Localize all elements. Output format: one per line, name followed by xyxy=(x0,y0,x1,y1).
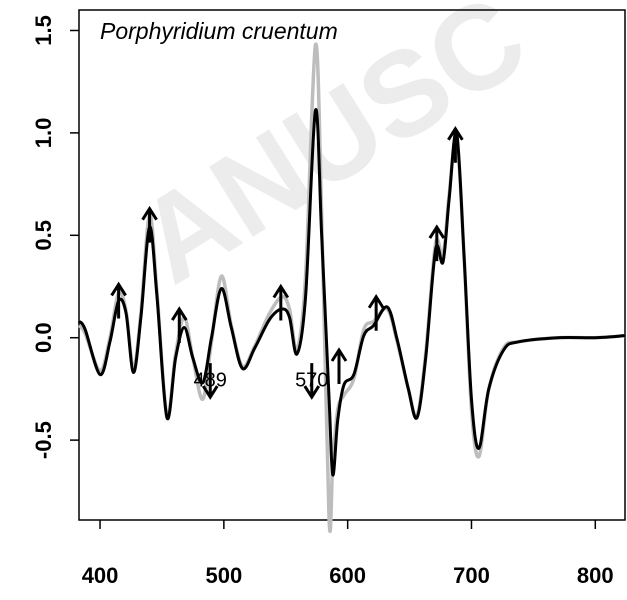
chart-title: Porphyridium cruentum xyxy=(100,18,338,44)
arrow xyxy=(110,281,127,319)
arrow xyxy=(201,363,219,400)
y-tick-label: 1.0 xyxy=(31,118,56,149)
arrow xyxy=(141,205,158,243)
arrow xyxy=(367,293,385,331)
spectrum-line xyxy=(77,108,626,477)
y-tick-label: -0.5 xyxy=(31,421,56,459)
y-tick-label: 0.0 xyxy=(31,322,56,353)
y-tick-label: 1.5 xyxy=(31,15,56,46)
arrow xyxy=(330,347,348,384)
watermark: ANUSC xyxy=(115,0,548,309)
plot-frame xyxy=(78,9,626,521)
x-tick-label: 800 xyxy=(577,563,614,588)
x-tick-label: 400 xyxy=(82,563,119,588)
arrow xyxy=(171,306,188,344)
arrow-label: 489 xyxy=(194,369,227,391)
arrow xyxy=(428,224,446,262)
arrow xyxy=(303,363,321,400)
arrow xyxy=(447,126,464,163)
arrow xyxy=(272,283,290,321)
x-tick-label: 600 xyxy=(329,563,366,588)
arrow-label: 570 xyxy=(295,369,328,391)
x-tick-label: 500 xyxy=(205,563,242,588)
x-tick-label: 700 xyxy=(453,563,490,588)
y-tick-label: 0.5 xyxy=(31,220,56,251)
